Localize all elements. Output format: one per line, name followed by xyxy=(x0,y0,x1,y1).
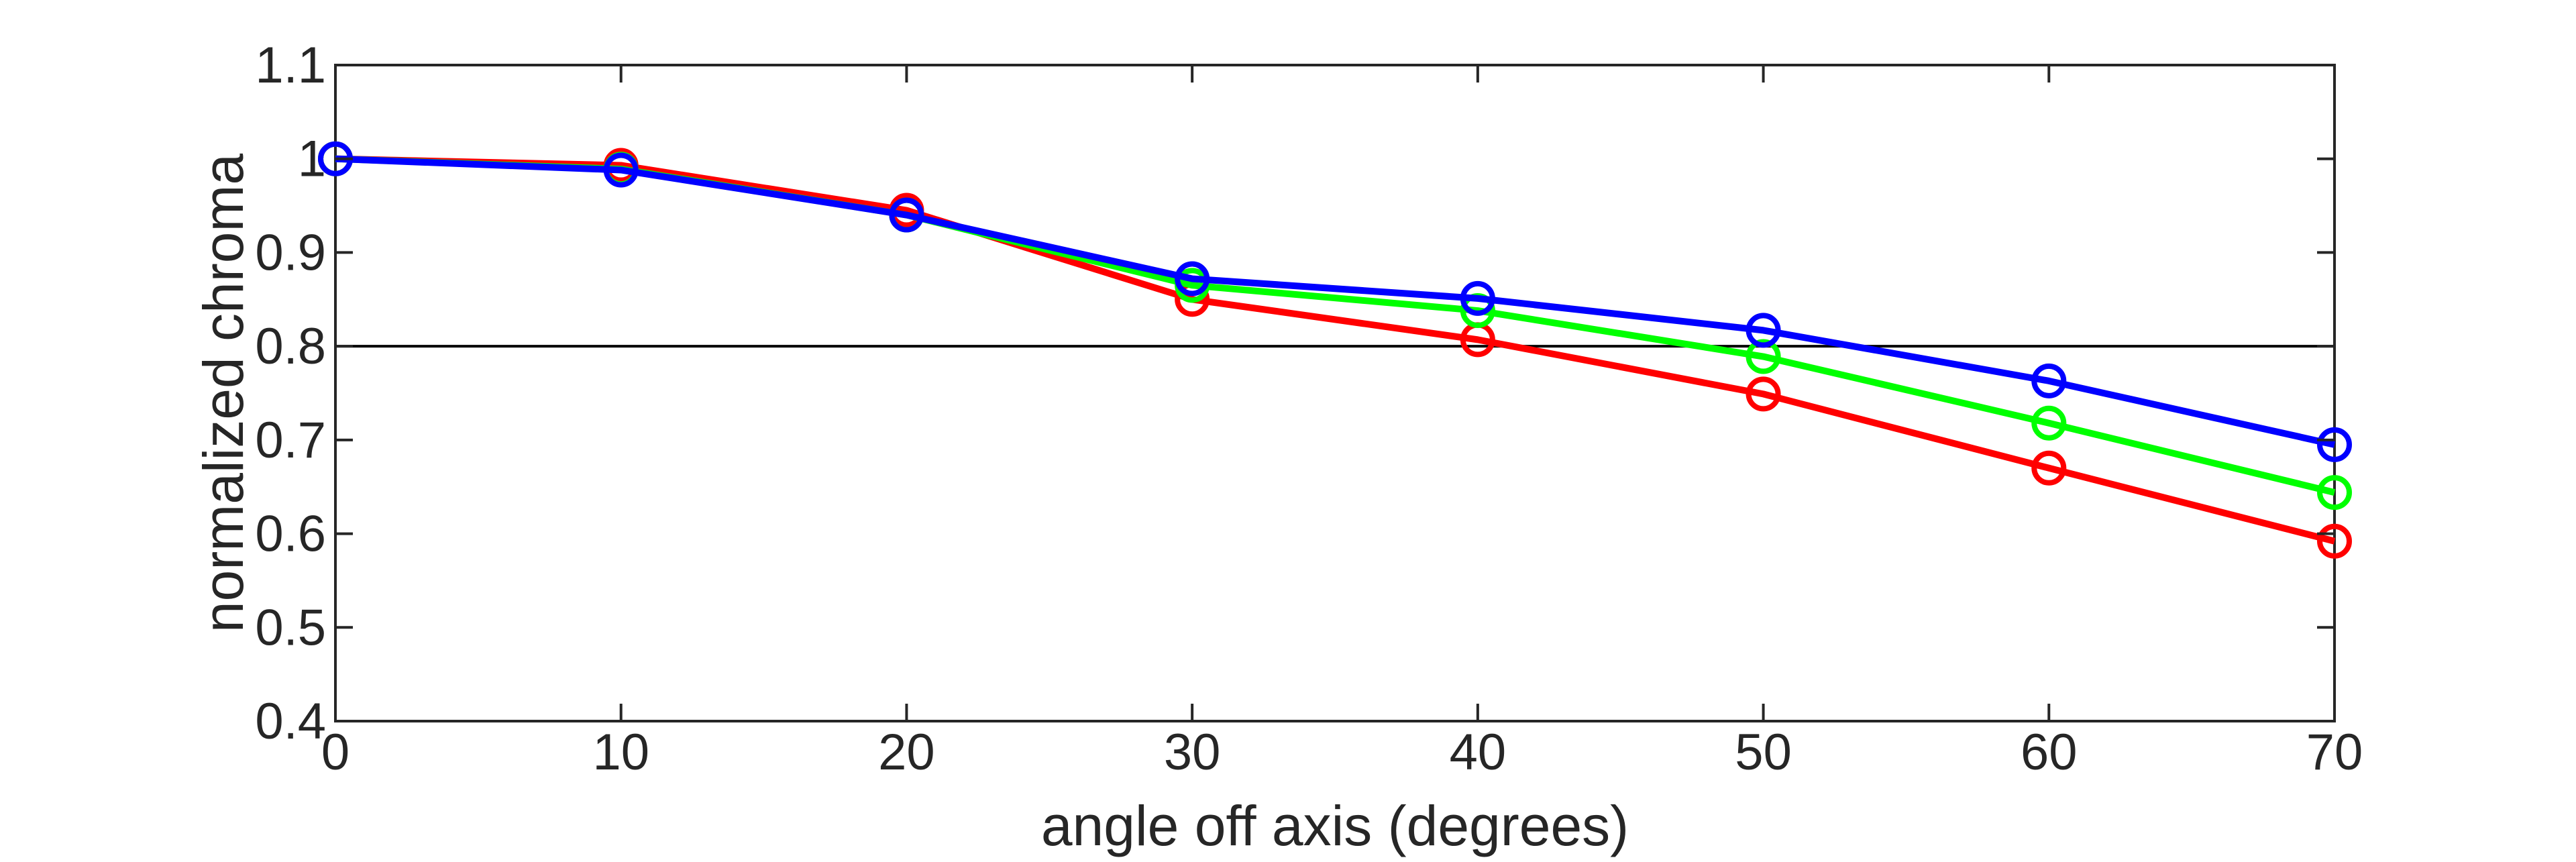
plot-area xyxy=(334,64,2336,722)
series-line xyxy=(335,155,2336,496)
data-point xyxy=(2317,427,2352,462)
x-tick-label: 70 xyxy=(2306,724,2363,781)
data-point xyxy=(2031,363,2067,398)
x-tick-label: 30 xyxy=(1164,724,1221,781)
data-point xyxy=(1175,261,1210,297)
x-axis-title: angle off axis (degrees) xyxy=(1041,794,1629,857)
data-point xyxy=(1460,280,1495,316)
y-tick-label: 0.8 xyxy=(255,318,326,375)
data-point xyxy=(889,197,924,233)
series-2 xyxy=(318,141,2352,462)
series-line xyxy=(335,155,2336,545)
data-point xyxy=(2031,450,2067,486)
tick-layer: 0 10 20 30 40 50 60 70 0.4 0.5 0.6 0.7 0.8 0.9 1 1.1 xyxy=(255,37,2363,781)
x-tick-label: 0 xyxy=(321,724,350,781)
y-tick-label: 0.6 xyxy=(255,506,326,563)
x-tick-label: 50 xyxy=(1735,724,1792,781)
y-tick-label: 0.9 xyxy=(255,224,326,281)
x-tick-label: 60 xyxy=(2021,724,2078,781)
series-0 xyxy=(318,141,2352,559)
data-point xyxy=(2317,523,2352,559)
data-point xyxy=(2031,405,2067,441)
data-point xyxy=(2317,475,2352,510)
y-tick-label: 0.4 xyxy=(255,693,326,750)
y-axis-title: normalized chroma xyxy=(192,154,255,633)
data-point xyxy=(1746,313,1781,348)
series-line xyxy=(335,155,2336,448)
y-tick-label: 1 xyxy=(298,131,326,188)
axes-frame xyxy=(334,64,2336,722)
x-tick-label: 40 xyxy=(1450,724,1507,781)
y-tick-label: 1.1 xyxy=(255,37,326,94)
data-point xyxy=(603,152,639,188)
data-point xyxy=(1746,339,1781,374)
x-tick-label: 10 xyxy=(592,724,649,781)
series-layer xyxy=(318,141,2352,559)
x-tick-label: 20 xyxy=(878,724,935,781)
y-tick-label: 0.5 xyxy=(255,599,326,656)
data-point xyxy=(1746,376,1781,412)
y-tick-label: 0.7 xyxy=(255,412,326,469)
